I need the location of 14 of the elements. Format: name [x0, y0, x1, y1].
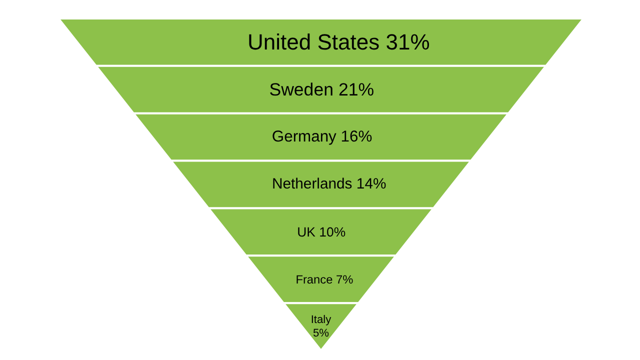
category-label: United States [248, 30, 380, 55]
data-label: 10% [319, 224, 346, 240]
category-label: France [296, 272, 334, 286]
category-label: Italy [310, 314, 332, 326]
data-label: 5% [312, 327, 330, 340]
data-label: 7% [336, 272, 354, 286]
data-label: 16% [340, 128, 372, 146]
data-label: 31% [386, 30, 430, 55]
category-label: Sweden [269, 80, 334, 100]
data-label: 14% [356, 176, 386, 192]
category-label: UK [297, 224, 316, 240]
data-label: 21% [338, 80, 374, 100]
category-label: Germany [272, 128, 337, 146]
category-label: Netherlands [272, 176, 352, 192]
